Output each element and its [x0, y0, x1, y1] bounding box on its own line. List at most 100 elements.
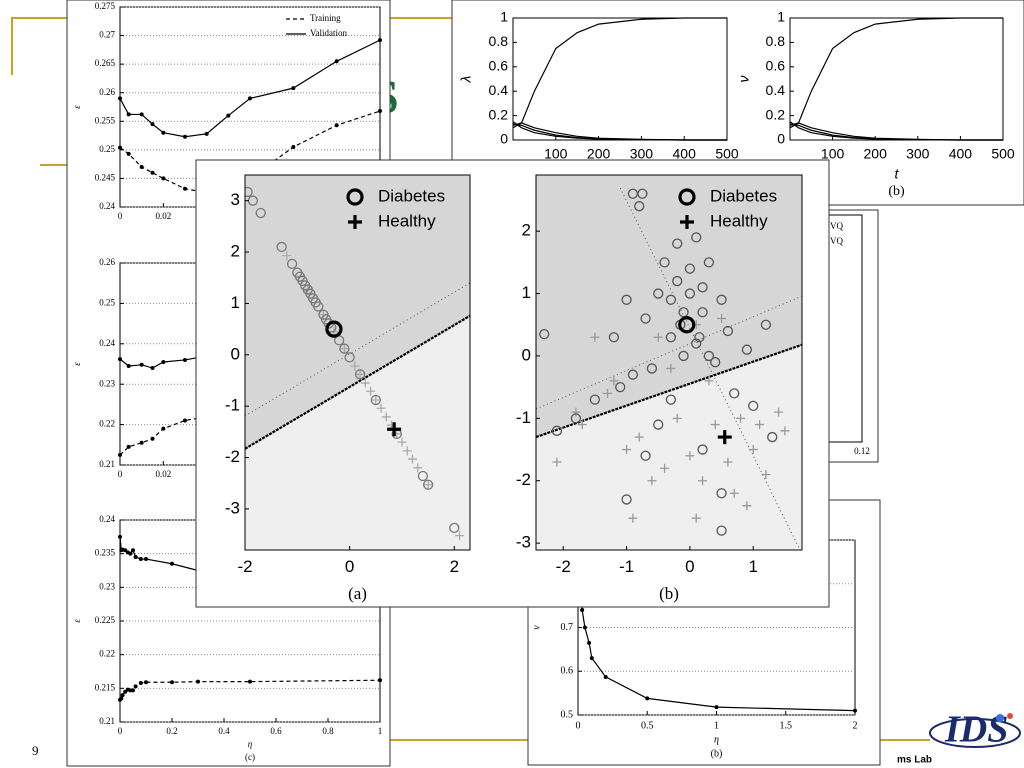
- x-tick-label: 0: [118, 211, 123, 221]
- data-point: [640, 450, 651, 461]
- plot-frame: [512, 17, 728, 141]
- y-tick-label: 0.225: [95, 615, 116, 625]
- caption: (b): [711, 748, 723, 759]
- data-point: [748, 400, 759, 412]
- x-tick-label: 0.6: [270, 726, 282, 736]
- y-tick-label: -2: [225, 447, 240, 466]
- legend-label: VQ: [830, 236, 843, 246]
- x-tick-label: 0.02: [155, 469, 171, 479]
- chart: -3 -2 -1 0 1 2 -2 -1 0 1 (b) Diabetes Healthy: [516, 174, 803, 603]
- x-tick-label: 100: [544, 145, 568, 161]
- data-point: [710, 420, 720, 430]
- y-tick-label: 0.24: [99, 338, 115, 348]
- legend-label: Validation: [310, 28, 347, 38]
- data-point: [334, 123, 339, 128]
- data-point: [161, 359, 166, 364]
- y-tick-label: 0.24: [99, 514, 115, 524]
- prototype-marker: [678, 188, 696, 206]
- data-point: [282, 251, 292, 261]
- prototype-marker: [325, 320, 343, 338]
- y-tick-label: 0.6: [489, 58, 509, 74]
- data-point: [378, 678, 382, 683]
- data-point: [131, 688, 135, 693]
- figure-panel: -3 -2 -1 0 1 2 3 -2 0 2 (a) Diabetes Healthy -3 -2 -1 0 1…: [195, 159, 830, 608]
- data-point: [722, 325, 734, 337]
- data-point: [704, 376, 714, 386]
- y-tick-label: 0.22: [99, 649, 115, 659]
- y-tick-label: 0.6: [561, 666, 574, 677]
- prototype-marker: [387, 422, 402, 437]
- y-tick-label: 2: [522, 221, 531, 240]
- x-tick-label: 0: [118, 726, 123, 736]
- decision-boundary: [245, 314, 470, 450]
- data-point: [634, 201, 645, 212]
- data-point: [128, 551, 133, 556]
- data-point: [665, 294, 677, 305]
- data-point: [742, 501, 752, 511]
- data-point: [729, 488, 739, 498]
- data-point: [150, 122, 155, 127]
- y-tick-label: 0.8: [489, 33, 509, 49]
- data-point: [371, 395, 381, 405]
- data-point: [665, 332, 677, 343]
- y-tick-label: -3: [516, 533, 531, 552]
- data-point: [455, 531, 465, 541]
- y-tick-label: 0.25: [99, 297, 115, 307]
- y-axis-label: ε: [72, 619, 82, 623]
- data-point: [150, 436, 155, 441]
- legend-label: Healthy: [378, 211, 436, 230]
- data-point: [138, 680, 143, 685]
- x-tick-label: 1: [748, 557, 757, 576]
- legend-label: Diabetes: [710, 186, 777, 205]
- prototype-marker: [680, 215, 694, 229]
- data-point: [183, 357, 187, 362]
- data-point: [131, 548, 135, 553]
- y-tick-label: 0.23: [99, 581, 115, 591]
- data-point: [378, 38, 382, 43]
- caption: (a): [348, 584, 367, 603]
- caption: (c): [245, 752, 255, 762]
- y-tick-label: 0.24: [99, 201, 115, 211]
- x-tick-label: -2: [237, 557, 252, 576]
- data-point: [539, 328, 550, 340]
- data-point: [748, 445, 758, 455]
- x-tick-label: 500: [715, 145, 739, 161]
- y-tick-label: 0.23: [99, 378, 115, 388]
- data-point: [423, 480, 433, 490]
- series-line: [512, 121, 727, 141]
- data-point: [697, 444, 708, 455]
- data-point: [126, 112, 131, 117]
- y-tick-label: 0.22: [99, 419, 115, 429]
- y-axis-label: ν: [531, 625, 542, 630]
- data-point: [672, 238, 683, 249]
- data-point: [587, 640, 592, 645]
- chart: 0 0.2 0.4 0.6 0.8 1 100 200 300 400 500 λ: [458, 9, 739, 162]
- y-tick-label: 0.4: [766, 82, 786, 98]
- data-point: [672, 275, 683, 287]
- plot-area: [245, 175, 470, 550]
- x-tick-label: 0: [118, 469, 123, 479]
- x-tick-label: 1: [714, 720, 719, 731]
- data-point: [144, 680, 148, 685]
- data-point: [286, 258, 298, 270]
- data-point: [577, 420, 587, 430]
- x-tick-label: 400: [949, 145, 973, 161]
- data-point: [729, 388, 740, 399]
- data-point: [589, 394, 601, 405]
- gold-rule: [11, 17, 452, 75]
- data-point: [741, 344, 753, 355]
- y-tick-label: 0.275: [95, 1, 116, 11]
- x-tick-label: 0: [685, 557, 694, 576]
- caption: (b): [659, 584, 679, 603]
- data-point: [170, 561, 174, 566]
- data-point: [334, 59, 339, 64]
- y-tick-label: -2: [516, 470, 531, 489]
- data-point: [653, 332, 663, 342]
- data-point: [571, 407, 581, 417]
- data-point: [126, 364, 131, 369]
- data-point: [449, 522, 460, 534]
- data-point: [646, 363, 658, 374]
- x-tick-label: 0.5: [641, 720, 654, 731]
- data-point: [647, 476, 657, 486]
- x-tick-label: 200: [587, 145, 611, 161]
